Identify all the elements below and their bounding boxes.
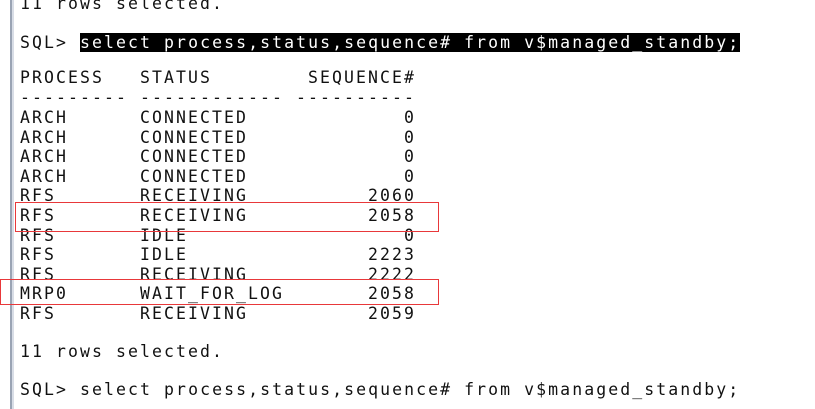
sequence-cell: 2058 — [367, 206, 416, 225]
status-cell: RECEIVING — [140, 304, 249, 323]
process-cell: --------- — [20, 88, 129, 107]
status-cell: CONNECTED — [140, 108, 249, 127]
highlight-box-rfs-2058 — [15, 202, 439, 232]
sql-prompt: SQL> — [20, 33, 81, 52]
status-cell: WAIT_FOR_LOG — [140, 284, 285, 304]
sequence-cell: 2060 — [367, 186, 416, 206]
sequence-cell: ---------- — [295, 88, 416, 107]
process-cell: RFS — [20, 186, 57, 206]
table-row: ARCH CONNECTED 0 — [20, 127, 414, 148]
process-cell: ARCH — [20, 147, 69, 167]
sequence-cell: 0 — [403, 127, 416, 147]
sequence-cell: 0 — [403, 166, 416, 186]
status-cell: STATUS — [140, 68, 213, 87]
status-cell: CONNECTED — [140, 147, 249, 167]
selected-query-text[interactable]: select process,status,sequence# from v$m… — [80, 33, 741, 52]
process-cell: RFS — [20, 206, 57, 225]
process-cell: RFS — [20, 245, 57, 265]
process-cell: ARCH — [20, 127, 69, 147]
sequence-cell: SEQUENCE# — [307, 68, 416, 87]
status-cell: IDLE — [140, 245, 189, 265]
status-cell: IDLE — [140, 225, 189, 245]
process-cell: RFS — [20, 304, 57, 323]
sequence-cell: 2059 — [367, 304, 416, 323]
sql-command-line-2[interactable]: SQL> select process,status,sequence# fro… — [20, 380, 740, 400]
sequence-cell: 2223 — [367, 245, 416, 265]
table-row: ARCH CONNECTED 0 — [20, 147, 414, 167]
process-cell: RFS — [20, 225, 57, 245]
process-cell: MRP0 — [20, 284, 69, 304]
table-row: RFS IDLE 0 — [20, 225, 414, 246]
process-cell: ARCH — [20, 108, 69, 127]
status-cell: RECEIVING — [140, 186, 249, 206]
process-cell: ARCH — [20, 166, 69, 186]
highlight-box-mrp0-2058 — [0, 279, 439, 305]
status-cell: ------------ — [140, 88, 285, 107]
result-count-line: 11 rows selected. — [20, 342, 225, 361]
table-row: MRP0 WAIT_FOR_LOG 2058 — [20, 284, 414, 304]
table-row: ARCH CONNECTED 0 — [20, 166, 414, 187]
terminal-left-border — [10, 0, 14, 409]
sequence-cell: 0 — [403, 225, 416, 245]
table-row: RFS RECEIVING 2058 — [20, 206, 414, 226]
table-separator: --------- ------------ ---------- — [20, 88, 414, 108]
sql-command-line: SQL> select process,status,sequence# fro… — [20, 33, 741, 53]
sequence-cell: 0 — [403, 147, 416, 167]
process-cell: PROCESS — [20, 68, 105, 87]
status-cell: CONNECTED — [140, 166, 249, 186]
table-row: ARCH CONNECTED 0 — [20, 108, 414, 128]
table-row: RFS IDLE 2223 — [20, 245, 414, 265]
sql-prompt: SQL> — [20, 380, 81, 399]
status-cell: RECEIVING — [140, 206, 249, 225]
status-cell: CONNECTED — [140, 127, 249, 147]
table-header: PROCESS STATUS SEQUENCE# — [20, 68, 414, 88]
previous-result-line: 11 rows selected. — [20, 0, 225, 13]
table-row: RFS RECEIVING 2060 — [20, 186, 414, 206]
table-row: RFS RECEIVING 2059 — [20, 304, 414, 324]
query-text: select process,status,sequence# from v$m… — [80, 380, 741, 399]
sequence-cell: 2058 — [367, 284, 416, 304]
sequence-cell: 0 — [403, 108, 416, 127]
